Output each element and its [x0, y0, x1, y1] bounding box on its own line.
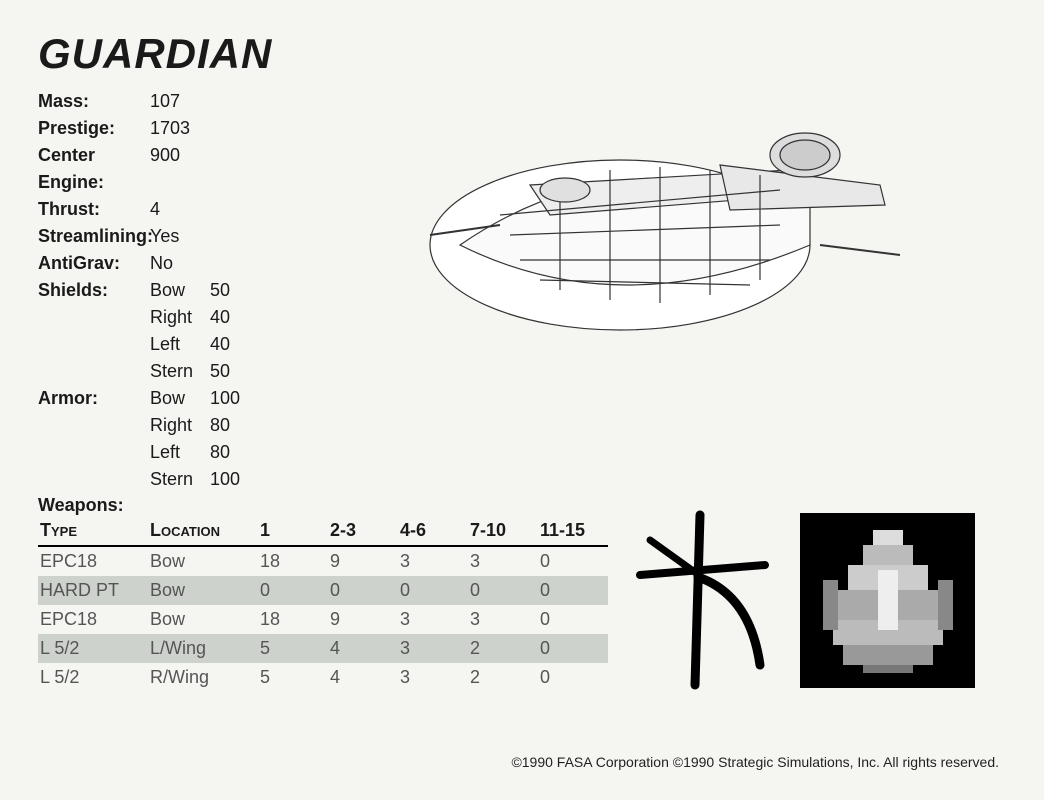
table-row: L 5/2R/Wing54320 — [38, 663, 608, 692]
shield-value: 50 — [210, 358, 260, 385]
table-cell: 0 — [258, 576, 328, 605]
table-cell: EPC18 — [38, 605, 148, 634]
table-cell: 0 — [538, 634, 608, 663]
table-cell: L/Wing — [148, 634, 258, 663]
table-cell: Bow — [148, 605, 258, 634]
shield-side: Bow — [150, 277, 210, 304]
weapons-col-4-6: 4-6 — [398, 518, 468, 546]
shield-side: Right — [150, 304, 210, 331]
table-cell: 9 — [328, 605, 398, 634]
ship-illustration — [410, 75, 910, 355]
table-row: EPC18Bow189330 — [38, 546, 608, 576]
stat-label: Armor: — [38, 385, 150, 412]
stat-value: Yes — [150, 223, 210, 250]
table-cell: 0 — [328, 576, 398, 605]
shield-value: 40 — [210, 331, 260, 358]
table-cell: 3 — [398, 605, 468, 634]
table-cell: HARD PT — [38, 576, 148, 605]
table-cell: L 5/2 — [38, 634, 148, 663]
table-cell: L 5/2 — [38, 663, 148, 692]
stat-label: Prestige: — [38, 115, 150, 142]
stat-value: 107 — [150, 88, 210, 115]
stat-label: Mass: — [38, 88, 150, 115]
table-cell: 0 — [468, 576, 538, 605]
armor-side: Bow — [150, 385, 210, 412]
shield-side: Stern — [150, 358, 210, 385]
weapons-col-11-15: 11-15 — [538, 518, 608, 546]
shield-value: 50 — [210, 277, 260, 304]
table-row: L 5/2L/Wing54320 — [38, 634, 608, 663]
weapons-col-2-3: 2-3 — [328, 518, 398, 546]
table-cell: 5 — [258, 634, 328, 663]
armor-value: 80 — [210, 439, 260, 466]
table-cell: 0 — [538, 576, 608, 605]
ship-sprite-box — [800, 513, 975, 688]
table-cell: 3 — [398, 634, 468, 663]
table-cell: 3 — [398, 546, 468, 576]
armor-side: Stern — [150, 466, 210, 493]
armor-side: Right — [150, 412, 210, 439]
faction-logo-icon — [620, 505, 780, 695]
stat-label: Thrust: — [38, 196, 150, 223]
table-cell: 0 — [538, 546, 608, 576]
weapons-col-location: Location — [148, 518, 258, 546]
stat-value: 4 — [150, 196, 210, 223]
weapons-col-7-10: 7-10 — [468, 518, 538, 546]
table-cell: 4 — [328, 634, 398, 663]
table-cell: 18 — [258, 546, 328, 576]
table-cell: 0 — [398, 576, 468, 605]
table-cell: 2 — [468, 663, 538, 692]
table-cell: 4 — [328, 663, 398, 692]
copyright-text: ©1990 FASA Corporation ©1990 Strategic S… — [511, 754, 999, 770]
weapons-col-1: 1 — [258, 518, 328, 546]
table-cell: Bow — [148, 546, 258, 576]
armor-value: 100 — [210, 466, 260, 493]
stat-value: No — [150, 250, 210, 277]
armor-value: 100 — [210, 385, 260, 412]
ship-title: GUARDIAN — [38, 30, 1006, 78]
table-cell: 18 — [258, 605, 328, 634]
stat-label: AntiGrav: — [38, 250, 150, 277]
ship-sprite-icon — [818, 525, 958, 675]
weapons-table: Type Location 1 2-3 4-6 7-10 11-15 EPC18… — [38, 518, 608, 692]
table-cell: 3 — [468, 605, 538, 634]
table-cell: 0 — [538, 605, 608, 634]
shield-side: Left — [150, 331, 210, 358]
armor-value: 80 — [210, 412, 260, 439]
stat-label: Shields: — [38, 277, 150, 304]
table-cell: EPC18 — [38, 546, 148, 576]
shield-value: 40 — [210, 304, 260, 331]
table-cell: 3 — [398, 663, 468, 692]
armor-side: Left — [150, 439, 210, 466]
stat-value: 900 — [150, 142, 210, 196]
table-cell: 2 — [468, 634, 538, 663]
weapons-col-type: Type — [38, 518, 148, 546]
stat-label: Center Engine: — [38, 142, 150, 196]
table-cell: Bow — [148, 576, 258, 605]
table-cell: 0 — [538, 663, 608, 692]
bottom-art-row — [620, 505, 975, 695]
table-row: EPC18Bow189330 — [38, 605, 608, 634]
table-cell: 5 — [258, 663, 328, 692]
table-cell: R/Wing — [148, 663, 258, 692]
stat-label: Streamlining: — [38, 223, 150, 250]
table-cell: 3 — [468, 546, 538, 576]
table-row: HARD PTBow00000 — [38, 576, 608, 605]
table-cell: 9 — [328, 546, 398, 576]
stat-value: 1703 — [150, 115, 210, 142]
